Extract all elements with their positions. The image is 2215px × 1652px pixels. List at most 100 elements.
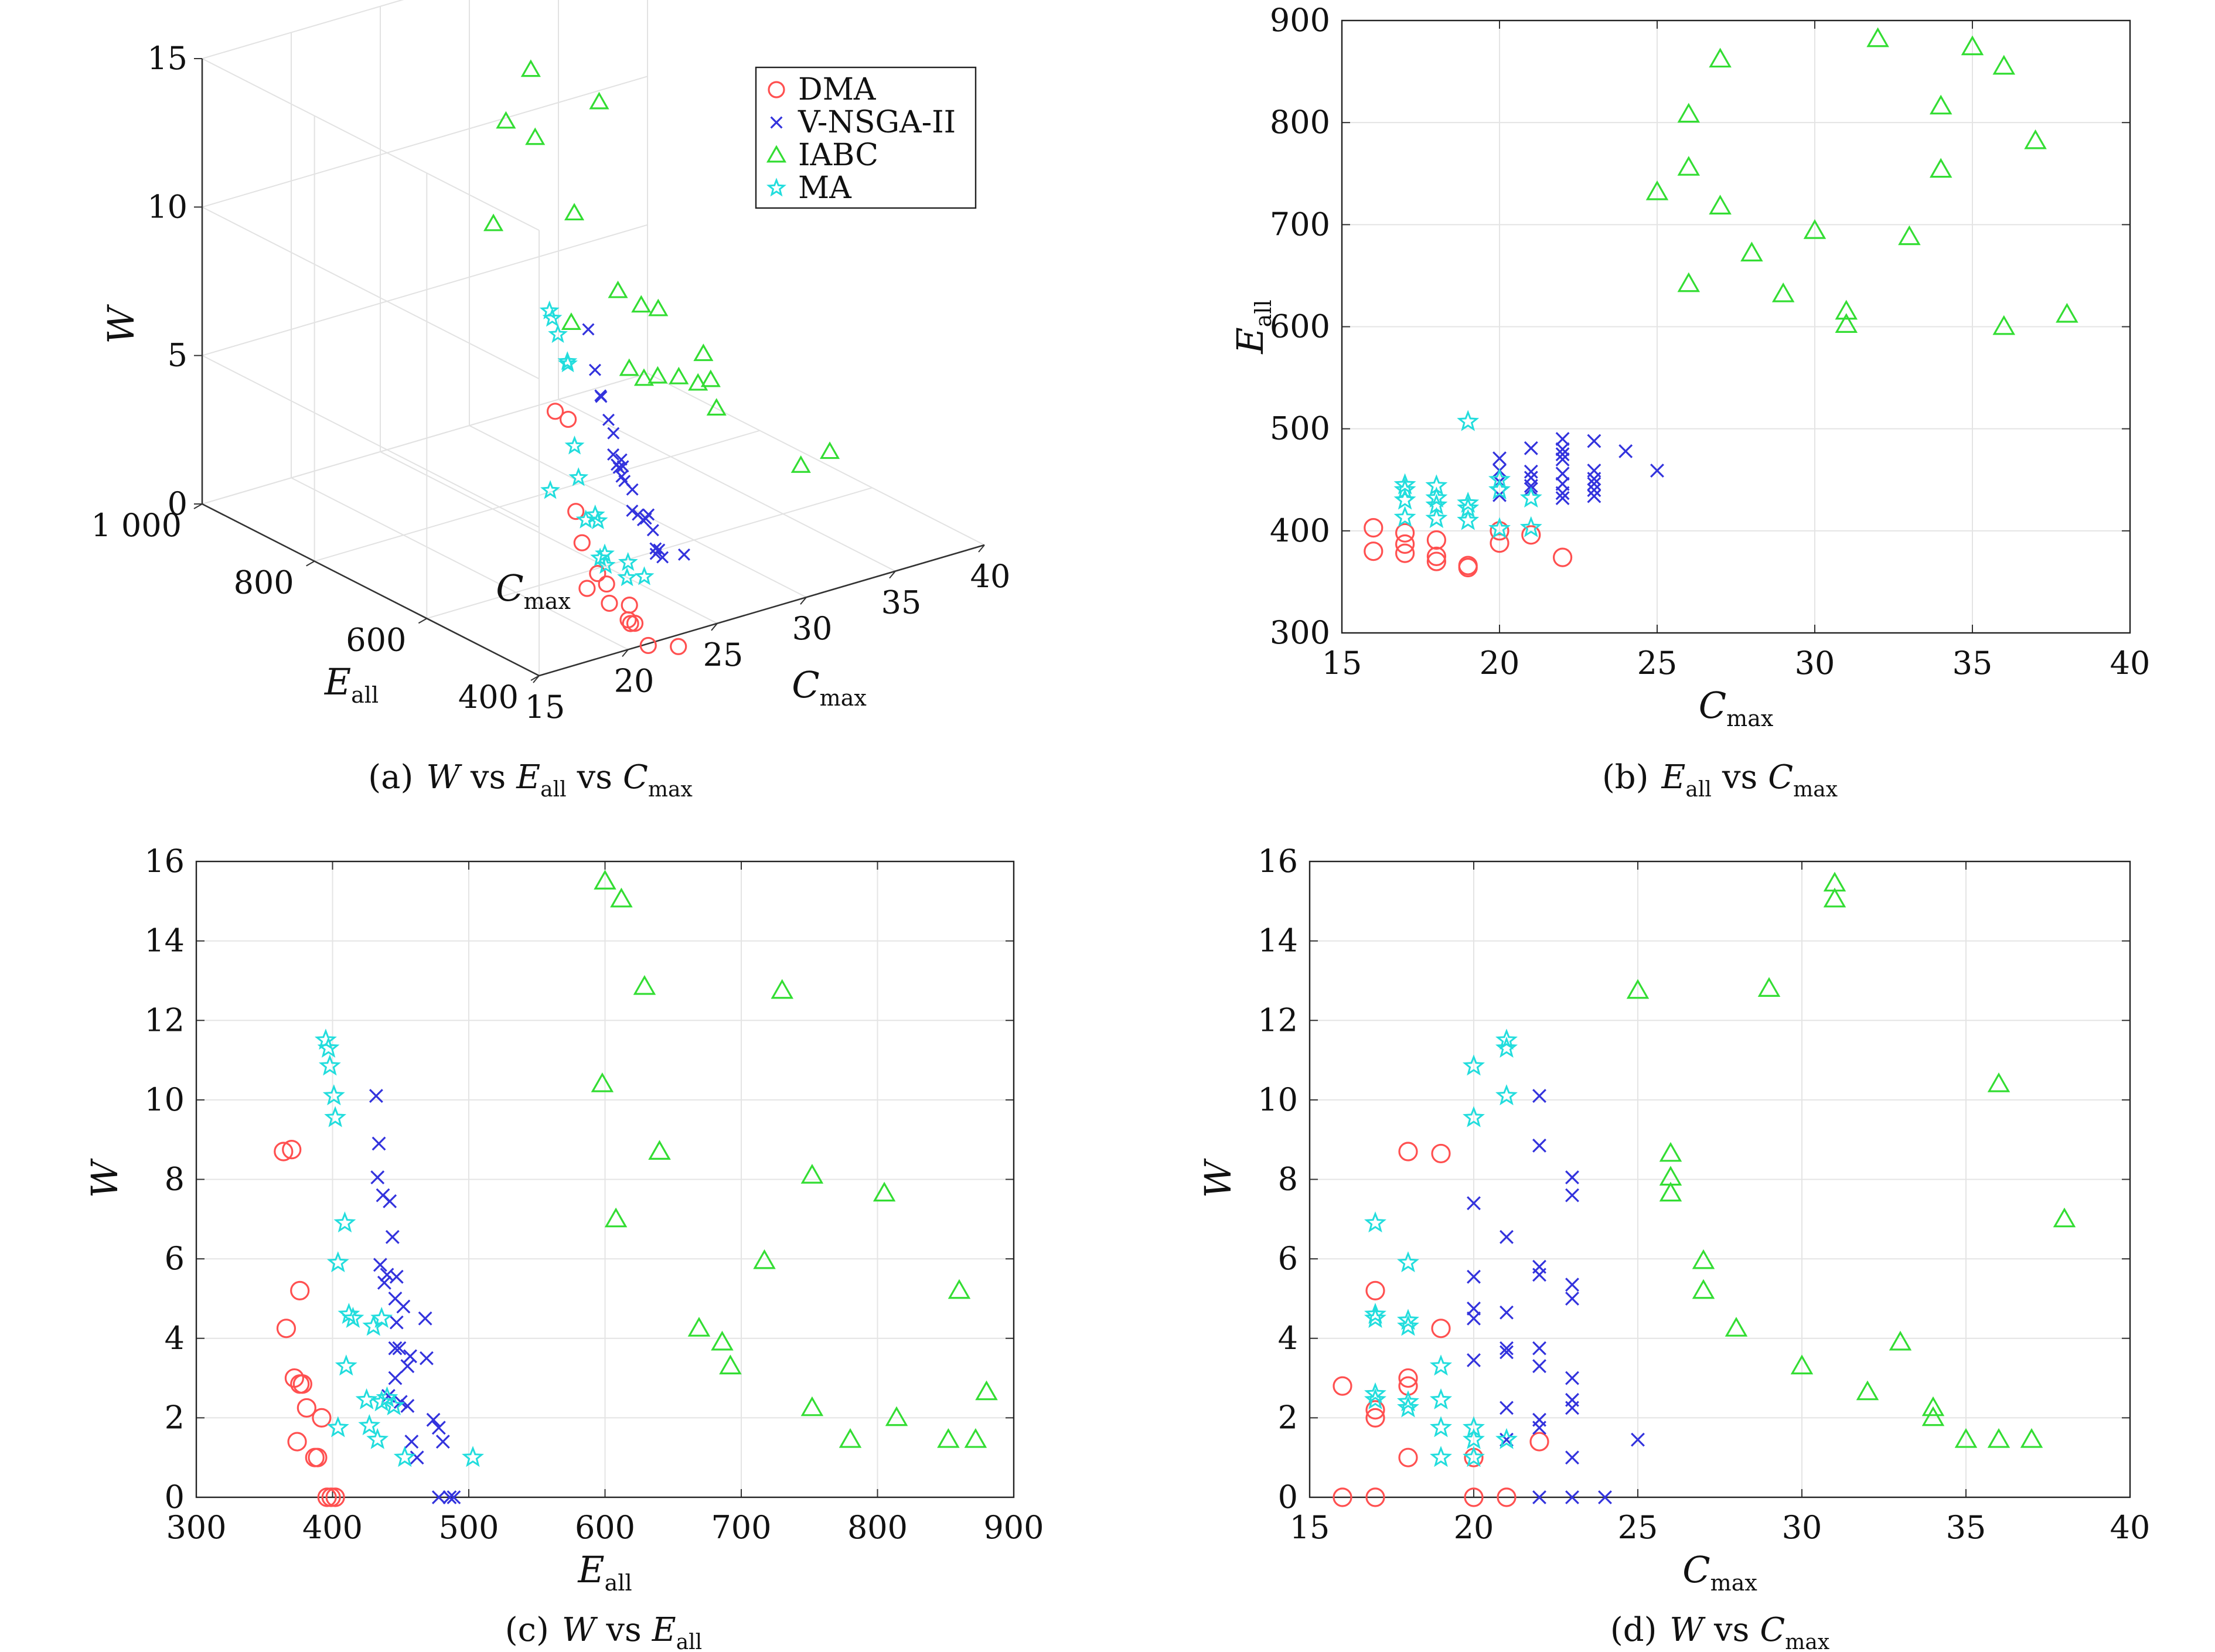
point-dma bbox=[287, 1432, 307, 1452]
side-wall-grid-z bbox=[202, 206, 540, 380]
y-tick-label: 900 bbox=[1270, 2, 1330, 39]
point-v-nsga-ii bbox=[1587, 434, 1601, 448]
point-v-nsga-ii bbox=[1524, 479, 1538, 493]
point-iabc bbox=[937, 1428, 960, 1448]
point-iabc bbox=[2020, 1428, 2043, 1448]
point-v-nsga-ii bbox=[389, 1315, 404, 1330]
point-iabc bbox=[1987, 1072, 2010, 1092]
point-ma bbox=[462, 1446, 484, 1467]
point-ma bbox=[1463, 1428, 1485, 1449]
point-iabc bbox=[771, 979, 794, 999]
cmax-axis-label-inner: Cmax bbox=[496, 567, 571, 614]
point-dma bbox=[1553, 547, 1573, 567]
point3d-v-nsga-ii bbox=[649, 542, 662, 555]
point3d-iabc bbox=[631, 295, 652, 313]
point-iabc bbox=[1645, 180, 1669, 200]
x-tick-label: 25 bbox=[1637, 645, 1678, 682]
legend-label-ma: MA bbox=[798, 171, 852, 206]
point-iabc bbox=[1898, 225, 1921, 246]
point-ma bbox=[1430, 1354, 1452, 1376]
point-iabc bbox=[839, 1428, 862, 1448]
point-v-nsga-ii bbox=[1587, 472, 1601, 486]
point-iabc bbox=[800, 1396, 824, 1416]
point-dma bbox=[1521, 525, 1541, 545]
point-v-nsga-ii bbox=[396, 1299, 411, 1314]
x-tick-label: 30 bbox=[1782, 1509, 1822, 1546]
tick-cmax bbox=[622, 649, 629, 658]
cmax-tick-label: 25 bbox=[703, 636, 744, 673]
point-ma bbox=[370, 1306, 393, 1328]
eall-tick-label: 600 bbox=[346, 621, 406, 658]
point3d-v-nsga-ii bbox=[642, 508, 655, 521]
point-iabc bbox=[873, 1181, 896, 1202]
point-v-nsga-ii bbox=[1524, 441, 1538, 455]
point3d-ma bbox=[557, 351, 578, 370]
y-tick-label: 14 bbox=[144, 922, 185, 959]
point-v-nsga-ii bbox=[1467, 1301, 1481, 1316]
point3d-dma bbox=[621, 596, 638, 614]
point-ma bbox=[1488, 517, 1511, 539]
legend-marker-dma bbox=[768, 81, 785, 98]
point-v-nsga-ii bbox=[392, 1341, 407, 1355]
point3d-ma bbox=[588, 510, 608, 530]
legend-marker-iabc bbox=[766, 145, 787, 163]
point-dma bbox=[1364, 541, 1383, 561]
point-dma bbox=[290, 1280, 310, 1300]
x-tick-label: 300 bbox=[166, 1509, 226, 1546]
y-tick-label: 10 bbox=[144, 1081, 185, 1118]
point3d-ma bbox=[542, 308, 563, 327]
floor-grid-c bbox=[469, 425, 807, 598]
point3d-dma bbox=[573, 534, 591, 551]
point3d-v-nsga-ii bbox=[626, 483, 639, 496]
point-dma bbox=[1398, 1368, 1418, 1388]
cmax-tick-label: 30 bbox=[792, 610, 833, 647]
x-tick-label: 40 bbox=[2110, 645, 2151, 682]
point-ma bbox=[326, 1416, 349, 1438]
point-dma bbox=[290, 1374, 310, 1394]
point-ma bbox=[1457, 509, 1480, 530]
point3d-v-nsga-ii bbox=[677, 548, 690, 561]
point-v-nsga-ii bbox=[442, 1490, 457, 1504]
point-ma bbox=[366, 1428, 389, 1449]
point3d-dma bbox=[546, 403, 564, 420]
point3d-iabc bbox=[669, 366, 689, 384]
point-v-nsga-ii bbox=[377, 1275, 391, 1290]
point-dma bbox=[1426, 530, 1446, 550]
side-wall-grid-z bbox=[202, 355, 540, 528]
point-v-nsga-ii bbox=[1492, 451, 1507, 466]
point-dma bbox=[1365, 1408, 1385, 1428]
y-tick-label: 2 bbox=[165, 1399, 185, 1436]
point-v-nsga-ii bbox=[1555, 442, 1570, 457]
point3d-ma bbox=[595, 554, 616, 574]
point-dma bbox=[1395, 534, 1415, 554]
point-iabc bbox=[948, 1279, 971, 1299]
plot-frame bbox=[1341, 19, 2131, 634]
point-iabc bbox=[604, 1207, 628, 1228]
point3d-ma bbox=[618, 551, 638, 571]
point-v-nsga-ii bbox=[1532, 1341, 1546, 1355]
x-tick-label: 700 bbox=[711, 1509, 771, 1546]
x-axis-label: Cmax bbox=[1699, 684, 1774, 731]
point3d-dma bbox=[567, 503, 585, 520]
point3d-v-nsga-ii bbox=[607, 448, 620, 461]
x-axis-label: Eall bbox=[577, 1548, 632, 1596]
point-iabc bbox=[800, 1163, 824, 1184]
legend-label-dma: DMA bbox=[798, 72, 877, 107]
point-iabc bbox=[2024, 129, 2047, 149]
point-v-nsga-ii bbox=[393, 1395, 408, 1409]
point-ma bbox=[317, 1036, 340, 1058]
point3d-iabc bbox=[608, 280, 628, 298]
point-iabc bbox=[711, 1330, 734, 1351]
point-v-nsga-ii bbox=[447, 1490, 461, 1504]
point-ma bbox=[1495, 1428, 1518, 1449]
point-ma bbox=[362, 1314, 385, 1336]
point-iabc bbox=[1790, 1354, 1814, 1375]
point3d-iabc bbox=[564, 203, 585, 221]
point-ma bbox=[1397, 1251, 1419, 1272]
point3d-v-nsga-ii bbox=[656, 551, 669, 564]
point-v-nsga-ii bbox=[1467, 1269, 1481, 1284]
point-v-nsga-ii bbox=[418, 1311, 432, 1326]
point-iabc bbox=[1740, 241, 1763, 262]
point3d-iabc bbox=[619, 358, 639, 376]
